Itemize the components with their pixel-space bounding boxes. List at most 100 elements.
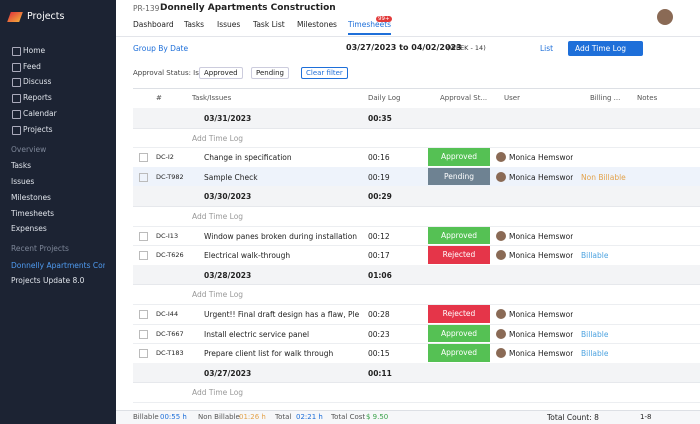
nav-icon — [12, 63, 21, 72]
user: Monica Hemsworth — [509, 153, 573, 163]
billing: Billable — [581, 349, 609, 359]
task-id: DC-I13 — [156, 231, 179, 240]
nav-item[interactable]: Reports — [23, 93, 52, 102]
daily-log: 00:28 — [368, 310, 390, 319]
group-total: 01:06 — [368, 270, 392, 280]
avatar[interactable] — [657, 9, 673, 25]
sidebar — [0, 0, 116, 424]
user-avatar — [496, 230, 506, 241]
add-time-log[interactable]: Add Time Log — [192, 212, 244, 221]
add-time-log[interactable]: Add Time Log — [192, 290, 244, 300]
daily-log: 00:17 — [368, 251, 390, 261]
tab[interactable]: Task List — [253, 20, 285, 29]
group-row — [133, 264, 700, 286]
task-name[interactable]: Change in specification — [204, 153, 292, 163]
group-date: 03/31/2023 — [204, 114, 252, 123]
nav-item[interactable]: Calendar — [23, 109, 57, 118]
daily-log: 00:19 — [368, 172, 390, 182]
divider — [133, 88, 700, 89]
tab[interactable]: Tasks — [184, 20, 205, 29]
group-row — [133, 186, 700, 207]
task-id: DC-T626 — [156, 251, 184, 260]
add-time-log[interactable]: Add Time Log — [192, 388, 244, 398]
nav-item[interactable]: Tasks — [11, 161, 32, 170]
clear-filter[interactable]: Clear filter — [301, 67, 348, 79]
status: Pending — [428, 167, 490, 186]
group-date: 03/30/2023 — [204, 192, 252, 202]
date-range: 03/27/2023 to 04/02/2023 — [346, 43, 462, 52]
tab[interactable]: Milestones — [297, 20, 337, 29]
task-name[interactable]: Install electric service panel — [204, 329, 310, 339]
add-button-bg[interactable] — [568, 41, 643, 56]
daily-log: 00:15 — [368, 349, 390, 359]
total-count: Total Count: 8 — [547, 413, 599, 422]
group-total: 00:29 — [368, 192, 392, 202]
page-range: 1-8 — [640, 413, 652, 421]
recent-project[interactable]: Donnelly Apartments Con — [11, 261, 105, 270]
tab[interactable]: Dashboard — [133, 20, 174, 29]
task-name[interactable]: Sample Check — [204, 172, 258, 182]
column-header: Approval St... — [440, 94, 488, 102]
daily-log: 00:16 — [368, 153, 390, 163]
task-name[interactable]: Electrical walk-through — [204, 251, 291, 261]
user-avatar — [496, 348, 506, 359]
tab[interactable]: Issues — [217, 20, 241, 29]
task-name[interactable]: Urgent!! Final draft design has a flaw, … — [204, 310, 359, 319]
column-header: Billing ... — [590, 94, 621, 102]
task-id: DC-T667 — [156, 329, 184, 338]
nav-icon — [12, 110, 21, 119]
group-by[interactable]: Group By Date — [133, 44, 189, 53]
task-id: DC-I2 — [156, 153, 174, 162]
add-time-log[interactable]: Add Time Log — [192, 133, 244, 143]
nav-item[interactable]: Timesheets — [11, 209, 55, 218]
add-button[interactable]: Add Time Log — [575, 44, 627, 53]
checkbox[interactable] — [139, 172, 148, 182]
checkbox[interactable] — [139, 153, 148, 163]
row — [133, 324, 700, 345]
badge: 99+ — [376, 16, 392, 22]
status: Approved — [428, 344, 490, 362]
task-name[interactable]: Prepare client list for walk through — [204, 349, 334, 359]
checkbox[interactable] — [139, 329, 148, 339]
checkbox[interactable] — [139, 310, 148, 319]
section-label: Overview — [11, 145, 47, 154]
user-avatar — [496, 309, 506, 319]
column-header: # — [156, 94, 162, 102]
footer-label: Billable — [133, 413, 159, 421]
chip[interactable]: Pending — [251, 67, 289, 79]
task-id: DC-I44 — [156, 310, 179, 318]
nav-item[interactable]: Home — [23, 46, 46, 55]
recent-project[interactable]: Projects Update 8.0 — [11, 276, 85, 285]
nav-item[interactable]: Expenses — [11, 224, 47, 233]
group-total: 00:11 — [368, 368, 392, 378]
footer-label: Non Billable — [198, 413, 240, 421]
task-id: DC-T982 — [156, 172, 184, 181]
daily-log: 00:23 — [368, 329, 390, 339]
nav-icon — [12, 94, 21, 103]
checkbox[interactable] — [139, 349, 148, 359]
user: Monica Hemsworth — [509, 251, 573, 261]
view[interactable]: List — [540, 44, 554, 53]
task-name[interactable]: Window panes broken during installation — [204, 231, 358, 241]
user: Monica Hemsworth — [509, 329, 573, 339]
nav-item[interactable]: Discuss — [23, 77, 52, 86]
user: Monica Hemsworth — [509, 349, 573, 359]
checkbox[interactable] — [139, 251, 148, 261]
row — [133, 226, 700, 247]
add-row — [133, 128, 700, 149]
nav-item[interactable]: Milestones — [11, 193, 51, 202]
user: Monica Hemsworth — [509, 310, 573, 319]
tab[interactable]: Timesheets — [348, 20, 392, 35]
checkbox[interactable] — [139, 231, 148, 241]
column-header: Task/Issues — [192, 94, 232, 102]
footer-label: Total Cost — [331, 413, 366, 421]
footer-bar — [116, 410, 700, 424]
chip[interactable]: Approved — [199, 67, 243, 79]
nav-item[interactable]: Feed — [23, 62, 41, 71]
add-row — [133, 382, 700, 403]
nav-item[interactable]: Projects — [23, 125, 53, 134]
add-row — [133, 284, 700, 305]
billing: Billable — [581, 329, 609, 339]
nav-item[interactable]: Issues — [11, 177, 35, 186]
column-header: Notes — [637, 94, 658, 102]
